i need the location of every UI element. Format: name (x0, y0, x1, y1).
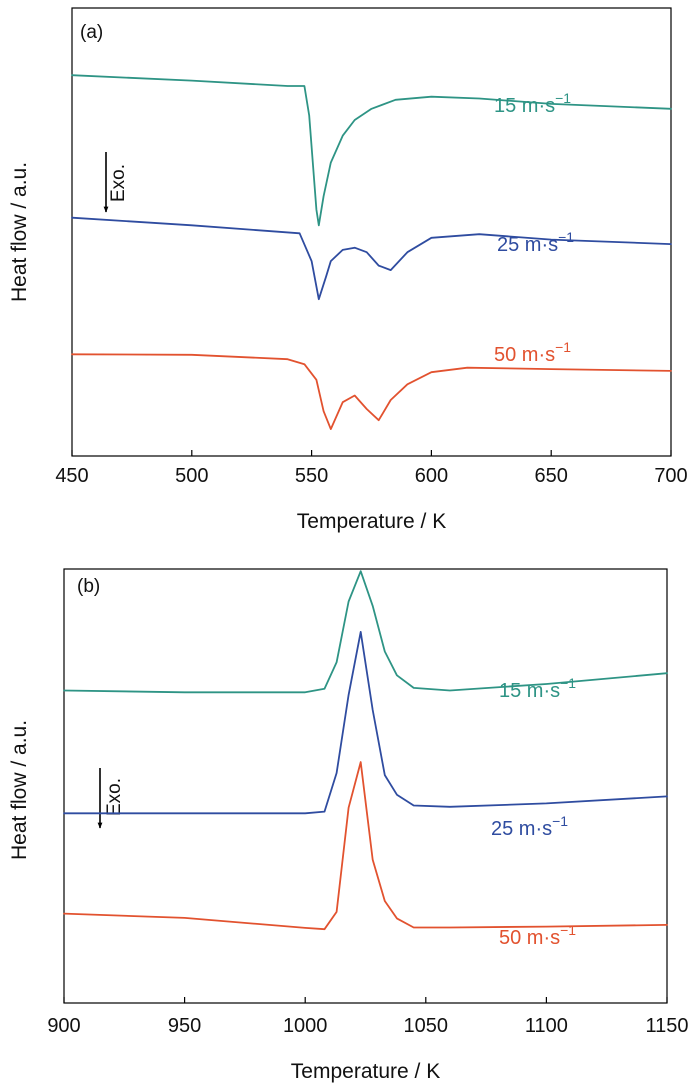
exo-annotation: Exo. (108, 164, 129, 202)
panel-label: (b) (77, 576, 100, 597)
x-tick-label: 450 (55, 465, 88, 487)
x-tick-label: 950 (168, 1015, 201, 1037)
plot-frame (63, 568, 668, 1004)
x-tick-label: 1100 (525, 1015, 568, 1037)
series-line (71, 216, 672, 301)
series-label-superscript: −1 (552, 813, 568, 829)
series-line (63, 761, 668, 931)
series-label-superscript: −1 (560, 675, 576, 691)
series-label-superscript: −1 (558, 229, 574, 245)
series-label-name: 25 m·s (491, 818, 552, 840)
panel-b: 900 950 1000 1050 1100 1150 Temperature / K Hea… (8, 568, 689, 1083)
series-label-superscript: −1 (560, 922, 576, 938)
x-tick-label: 900 (47, 1015, 80, 1037)
series-label: 50 m·s−1 (494, 339, 571, 366)
series-label: 25 m·s−1 (497, 229, 574, 256)
series-label-name: 15 m·s (494, 95, 555, 117)
series-label-name: 50 m·s (494, 344, 555, 366)
x-axis-label: Temperature / K (297, 510, 446, 533)
series-label: 15 m·s−1 (499, 675, 576, 702)
series-label: 25 m·s−1 (491, 813, 568, 840)
series-line (63, 631, 668, 815)
series-line (63, 570, 668, 694)
x-tick-label: 500 (175, 465, 208, 487)
x-tick-label: 1000 (283, 1015, 328, 1037)
series-label: 15 m·s−1 (494, 90, 571, 117)
x-tick-label: 1150 (645, 1015, 688, 1037)
panel-a: 450 500 550 600 650 700 Temperature / K Heat fl… (8, 7, 688, 533)
series-label-name: 50 m·s (499, 927, 560, 949)
exo-annotation: Exo. (104, 778, 125, 816)
y-axis-label: Heat flow / a.u. (8, 162, 31, 302)
x-tick-label: 600 (415, 465, 448, 487)
y-axis-label: Heat flow / a.u. (8, 720, 31, 860)
series-label-superscript: −1 (555, 339, 571, 355)
series-line (71, 353, 672, 431)
series-label: 50 m·s−1 (499, 922, 576, 949)
x-tick-label: 700 (654, 465, 687, 487)
x-tick-label: 550 (295, 465, 328, 487)
panel-label: (a) (80, 22, 103, 43)
x-tick-label: 650 (535, 465, 568, 487)
x-tick-label: 1050 (404, 1015, 449, 1037)
series-line (71, 74, 672, 227)
plot-frame (71, 7, 672, 457)
series-label-superscript: −1 (555, 90, 571, 106)
x-axis-label: Temperature / K (291, 1060, 440, 1083)
series-label-name: 15 m·s (499, 680, 560, 702)
series-label-name: 25 m·s (497, 234, 558, 256)
